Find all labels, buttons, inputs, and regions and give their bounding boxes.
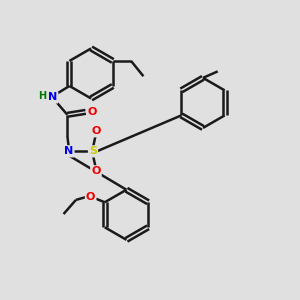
Text: N: N: [64, 146, 74, 156]
Text: O: O: [91, 126, 101, 136]
Text: O: O: [87, 107, 97, 117]
Text: S: S: [89, 146, 97, 156]
Text: N: N: [48, 92, 57, 102]
Text: O: O: [86, 192, 95, 202]
Text: O: O: [91, 166, 101, 176]
Text: H: H: [38, 91, 46, 101]
